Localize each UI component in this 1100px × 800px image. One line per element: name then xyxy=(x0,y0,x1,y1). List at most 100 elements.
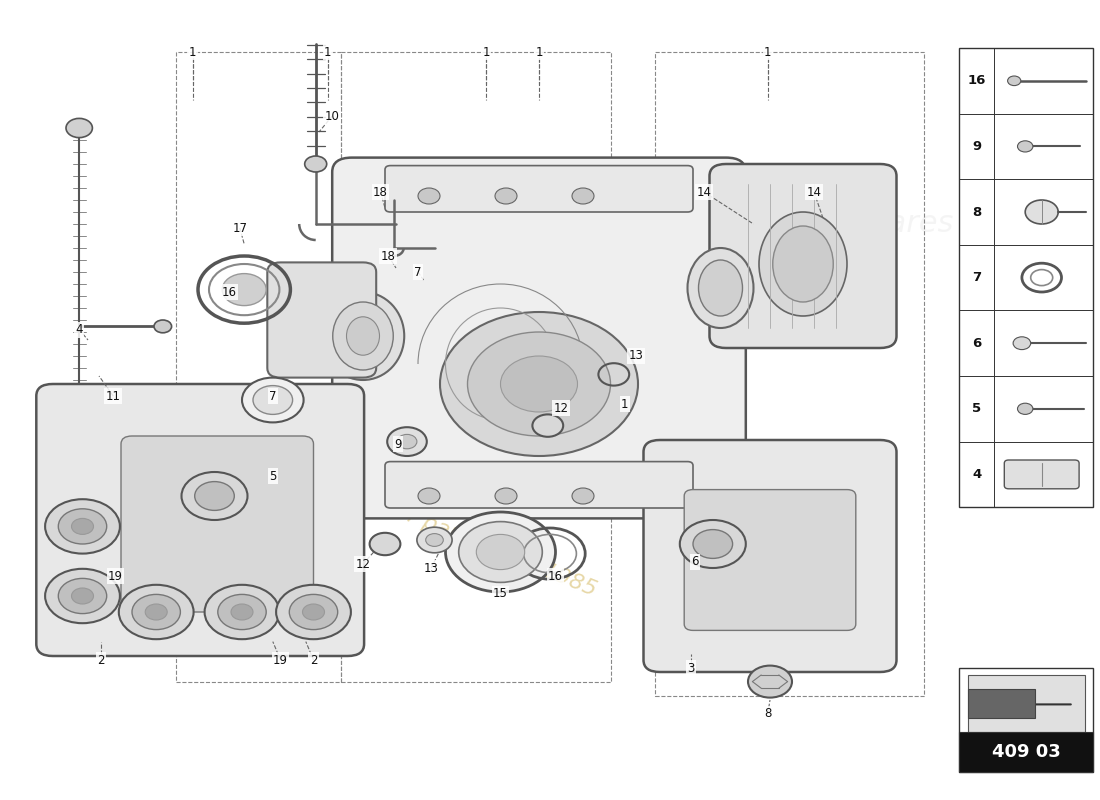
Circle shape xyxy=(145,604,167,620)
Circle shape xyxy=(459,522,542,582)
Text: 3: 3 xyxy=(688,662,694,674)
Text: 5: 5 xyxy=(972,402,981,415)
Circle shape xyxy=(66,118,92,138)
Text: 7: 7 xyxy=(415,266,421,278)
Circle shape xyxy=(572,188,594,204)
Bar xyxy=(968,675,1085,733)
Circle shape xyxy=(397,434,417,449)
Circle shape xyxy=(417,527,452,553)
Circle shape xyxy=(218,594,266,630)
FancyBboxPatch shape xyxy=(644,440,896,672)
Text: 409 03: 409 03 xyxy=(992,743,1060,762)
Text: 2: 2 xyxy=(98,654,104,666)
Text: 6: 6 xyxy=(692,555,698,568)
Circle shape xyxy=(476,534,525,570)
Circle shape xyxy=(222,274,266,306)
Text: 1: 1 xyxy=(621,398,628,410)
Ellipse shape xyxy=(772,226,834,302)
Circle shape xyxy=(302,604,324,620)
Text: 4: 4 xyxy=(972,468,981,481)
Circle shape xyxy=(748,666,792,698)
Circle shape xyxy=(72,518,94,534)
Circle shape xyxy=(468,332,610,436)
Circle shape xyxy=(132,594,180,630)
Text: 12: 12 xyxy=(553,402,569,414)
Ellipse shape xyxy=(346,317,380,355)
FancyBboxPatch shape xyxy=(121,436,314,612)
Text: 1: 1 xyxy=(764,46,771,58)
Text: 1: 1 xyxy=(483,46,490,58)
Circle shape xyxy=(154,320,172,333)
Circle shape xyxy=(495,188,517,204)
Text: a passion for parts since 1985: a passion for parts since 1985 xyxy=(280,456,600,600)
Circle shape xyxy=(418,188,440,204)
Circle shape xyxy=(1008,76,1021,86)
Text: 4: 4 xyxy=(76,323,82,336)
Circle shape xyxy=(253,386,293,414)
Circle shape xyxy=(418,488,440,504)
Circle shape xyxy=(58,578,107,614)
Text: 14: 14 xyxy=(806,186,822,198)
Text: 8: 8 xyxy=(972,206,981,218)
Circle shape xyxy=(119,585,194,639)
Circle shape xyxy=(693,530,733,558)
Circle shape xyxy=(45,569,120,623)
Text: 16: 16 xyxy=(221,286,236,298)
FancyBboxPatch shape xyxy=(36,384,364,656)
Circle shape xyxy=(495,488,517,504)
Bar xyxy=(176,52,341,682)
FancyBboxPatch shape xyxy=(385,462,693,508)
FancyBboxPatch shape xyxy=(1004,460,1079,489)
Circle shape xyxy=(231,604,253,620)
Text: 16: 16 xyxy=(548,570,563,582)
Circle shape xyxy=(276,585,351,639)
Circle shape xyxy=(572,488,594,504)
Circle shape xyxy=(305,156,327,172)
Text: 17: 17 xyxy=(232,222,248,234)
Text: 11: 11 xyxy=(106,390,121,402)
Ellipse shape xyxy=(321,292,405,380)
Text: 10: 10 xyxy=(324,110,340,122)
Ellipse shape xyxy=(698,260,742,316)
Text: 1: 1 xyxy=(536,46,542,58)
Circle shape xyxy=(289,594,338,630)
FancyBboxPatch shape xyxy=(332,158,746,518)
Text: 15: 15 xyxy=(493,587,508,600)
Text: 8: 8 xyxy=(764,707,771,720)
Bar xyxy=(968,689,1035,718)
Ellipse shape xyxy=(332,302,394,370)
Circle shape xyxy=(370,533,400,555)
Text: 19: 19 xyxy=(108,570,123,582)
Circle shape xyxy=(1025,200,1058,224)
Circle shape xyxy=(1013,337,1031,350)
Circle shape xyxy=(532,414,563,437)
Circle shape xyxy=(45,499,120,554)
Circle shape xyxy=(426,534,443,546)
Text: 13: 13 xyxy=(424,562,439,574)
Bar xyxy=(654,52,924,696)
Text: 19: 19 xyxy=(273,654,288,666)
Text: 9: 9 xyxy=(972,140,981,153)
Text: 6: 6 xyxy=(972,337,981,350)
Text: 9: 9 xyxy=(395,438,402,450)
Text: 2: 2 xyxy=(310,654,317,666)
Circle shape xyxy=(58,509,107,544)
Circle shape xyxy=(72,588,94,604)
Circle shape xyxy=(1018,403,1033,414)
Text: 7: 7 xyxy=(972,271,981,284)
FancyBboxPatch shape xyxy=(267,262,376,378)
FancyBboxPatch shape xyxy=(710,164,896,348)
Circle shape xyxy=(242,378,304,422)
Text: 18: 18 xyxy=(373,186,388,198)
FancyBboxPatch shape xyxy=(385,166,693,212)
Text: 5: 5 xyxy=(270,470,276,482)
Circle shape xyxy=(500,356,578,412)
Circle shape xyxy=(182,472,248,520)
Bar xyxy=(959,48,1093,507)
Bar xyxy=(959,668,1093,772)
Bar xyxy=(341,52,610,682)
Text: 1: 1 xyxy=(189,46,196,58)
Circle shape xyxy=(195,482,234,510)
Text: 18: 18 xyxy=(381,250,396,262)
Text: 14: 14 xyxy=(696,186,712,198)
